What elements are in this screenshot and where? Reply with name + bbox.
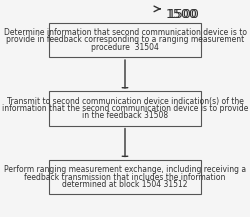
Text: in the feedback 31508: in the feedback 31508 [82,112,168,120]
Text: 1500: 1500 [168,8,200,21]
Text: Perform ranging measurement exchange, including receiving a: Perform ranging measurement exchange, in… [4,165,246,174]
Text: Determine information that second communication device is to: Determine information that second commun… [4,28,246,37]
FancyBboxPatch shape [49,160,201,194]
Text: information that the second communication device is to provide: information that the second communicatio… [2,104,248,113]
FancyBboxPatch shape [49,91,201,126]
FancyBboxPatch shape [49,23,201,57]
Text: 1500: 1500 [166,8,198,21]
Text: feedback transmission that includes the information: feedback transmission that includes the … [24,173,226,182]
Text: procedure  31504: procedure 31504 [91,43,159,52]
Text: provide in feedback corresponding to a ranging measurement: provide in feedback corresponding to a r… [6,35,244,44]
Text: Transmit to second communication device indication(s) of the: Transmit to second communication device … [6,97,244,105]
Text: determined at block 1504 31512: determined at block 1504 31512 [62,180,188,189]
